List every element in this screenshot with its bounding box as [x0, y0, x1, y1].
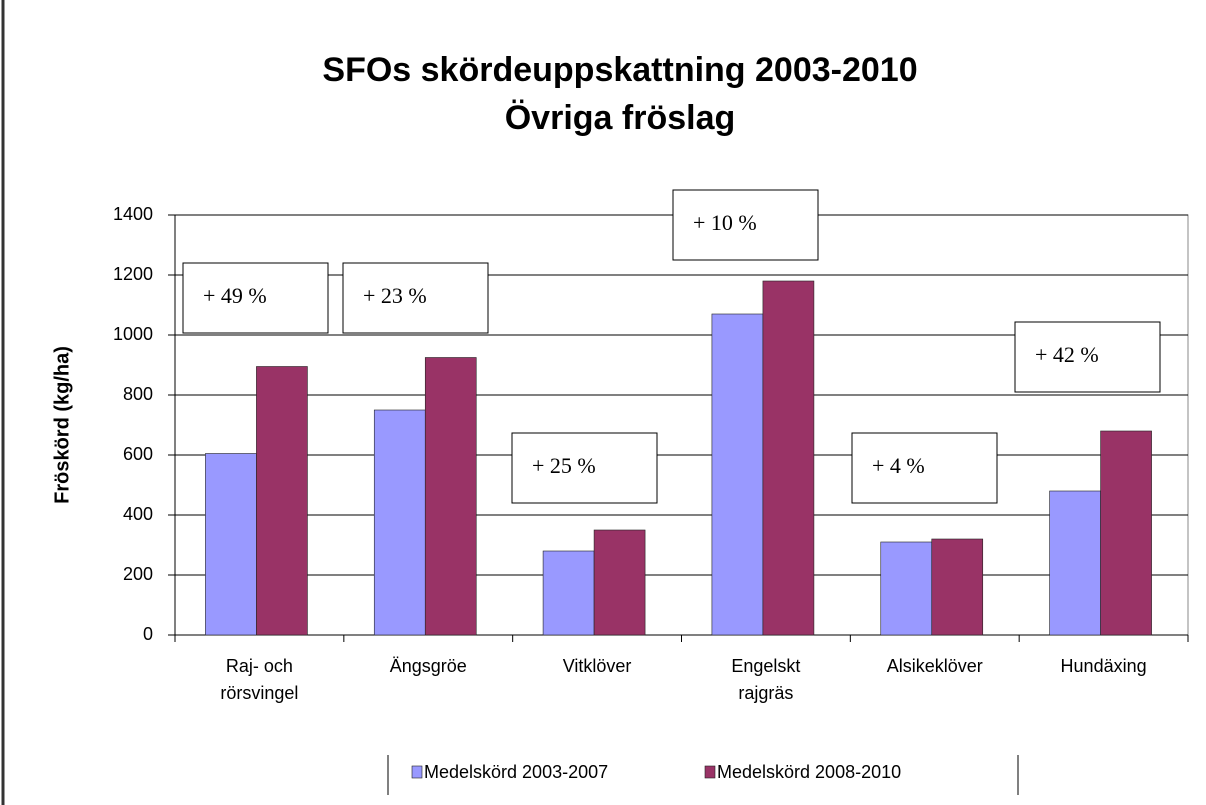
- y-tick-label: 600: [123, 444, 153, 464]
- bar: [762, 280, 815, 636]
- annotation-box: [342, 262, 489, 334]
- x-tick-label: Vitklöver: [563, 656, 632, 676]
- annotation: + 25 %: [532, 453, 596, 478]
- y-tick-label: 1400: [113, 204, 153, 224]
- annotation-box: [511, 432, 658, 504]
- x-tick-label: Alsikeklöver: [887, 656, 983, 676]
- legend-swatch: [411, 765, 423, 779]
- annotation: + 4 %: [872, 453, 925, 478]
- annotation: + 49 %: [203, 283, 267, 308]
- chart-title: SFOs skördeuppskattning 2003-2010: [322, 51, 917, 89]
- bar: [256, 366, 308, 636]
- y-tick-label: 800: [123, 384, 153, 404]
- y-tick-label: 0: [143, 624, 153, 644]
- x-tick-label: Hundäxing: [1061, 656, 1147, 676]
- legend-label: Medelskörd 2003-2007: [424, 762, 608, 782]
- annotation: + 42 %: [1035, 342, 1099, 367]
- annotation: + 10 %: [693, 210, 757, 235]
- bar: [542, 550, 595, 636]
- bar: [931, 538, 984, 636]
- annotation-box: [851, 432, 998, 504]
- x-tick-label: Engelskt rajgräs: [731, 656, 800, 703]
- annotation: + 23 %: [363, 283, 427, 308]
- bar: [1100, 430, 1152, 636]
- annotation-box: [182, 262, 329, 334]
- x-tick-label: Raj- och rörsvingel: [220, 656, 298, 703]
- bar: [711, 313, 764, 636]
- chart-subtitle: Övriga fröslag: [505, 99, 736, 137]
- bar: [205, 453, 257, 636]
- x-tick-label: Ängsgröe: [390, 656, 467, 676]
- legend-label: Medelskörd 2008-2010: [717, 762, 901, 782]
- bar: [424, 357, 477, 636]
- legend-swatch: [704, 765, 716, 779]
- y-tick-label: 200: [123, 564, 153, 584]
- bar: [373, 409, 426, 636]
- annotation-box: [1014, 321, 1161, 393]
- bar: [593, 529, 646, 636]
- annotation-box: [672, 189, 819, 261]
- y-tick-label: 1000: [113, 324, 153, 344]
- y-tick-label: 1200: [113, 264, 153, 284]
- bar: [1049, 490, 1101, 636]
- y-tick-label: 400: [123, 504, 153, 524]
- y-axis-label: Fröskörd (kg/ha): [51, 346, 73, 504]
- bar: [880, 541, 933, 636]
